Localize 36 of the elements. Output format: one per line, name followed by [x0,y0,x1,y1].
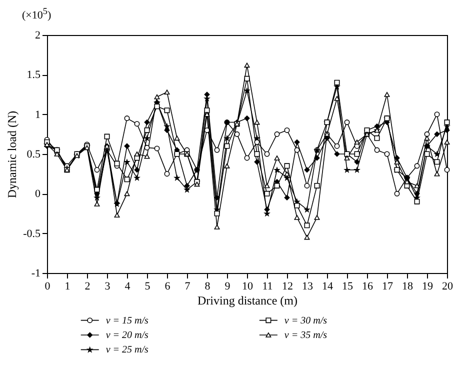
x-tick-label: 11 [262,280,273,292]
x-tick-label: 3 [104,280,111,292]
x-tick-label: 15 [342,280,354,292]
legend-label: v = 25 m/s [106,344,149,356]
y-tick-label: 1 [35,108,40,121]
x-tick-label: 20 [442,280,454,292]
x-tick-label: 2 [84,280,90,292]
x-tick-label: 18 [402,280,414,292]
x-tick-label: 12 [282,280,293,292]
x-tick-label: 14 [322,280,334,292]
x-tick-label: 7 [184,280,191,292]
legend-label: v = 35 m/s [284,330,328,341]
y-tick-label: 0.5 [26,148,41,160]
y-tick-label: 2 [35,30,40,42]
y-tick-label: -1 [31,268,40,280]
x-tick-label: 6 [164,280,171,292]
legend-label: v = 30 m/s [284,315,328,326]
text: (×10$^{5}$) [22,6,52,22]
y-axis-title: Dynamic load (N) [5,110,20,198]
x-tick-label: 0 [44,280,51,292]
x-tick-label: 13 [302,280,314,292]
x-tick-label: 17 [382,280,394,292]
x-tick-label: 10 [242,280,254,292]
x-tick-label: 5 [144,280,151,292]
y-tick-label: 0 [35,188,41,200]
legend-label: v = 20 m/s [106,330,149,341]
x-tick-label: 16 [362,280,374,292]
x-tick-label: 8 [204,280,211,292]
x-tick-label: 9 [224,280,231,292]
x-tick-label: 19 [422,280,434,292]
x-tick-label: 1 [64,280,70,292]
x-tick-label: 4 [124,280,131,292]
x-axis-title: Driving distance (m) [198,294,298,308]
y-tick-label: 1.5 [26,69,41,82]
legend-label: v = 15 m/s [106,315,149,326]
y-tick-label: -0.5 [23,228,41,240]
